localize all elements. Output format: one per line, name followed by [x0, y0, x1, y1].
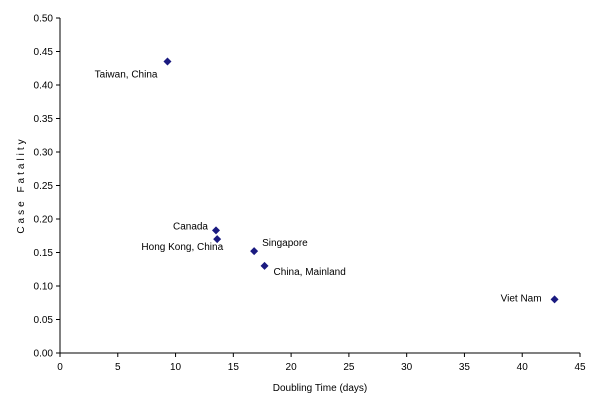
y-tick-label: 0.30: [34, 148, 54, 159]
data-point: [250, 247, 259, 256]
y-tick-label: 0.40: [34, 81, 54, 92]
data-point: [213, 235, 222, 244]
data-point: [163, 57, 172, 66]
point-labels: Taiwan, China Canada Hong Kong, China Singa…: [95, 70, 542, 305]
y-tick-label: 0.00: [34, 349, 54, 360]
point-label: Singapore: [262, 238, 308, 249]
x-tick-label: 40: [517, 362, 529, 373]
data-points: [163, 57, 559, 304]
point-label: China, Mainland: [274, 267, 346, 278]
point-label: Canada: [173, 221, 208, 232]
y-tick-label: 0.35: [34, 114, 54, 125]
y-tick-label: 0.05: [34, 315, 54, 326]
y-tick-label: 0.50: [34, 14, 54, 25]
point-label: Hong Kong, China: [141, 242, 223, 253]
x-axis-title: Doubling Time (days): [273, 383, 367, 394]
y-tick-label: 0.45: [34, 47, 54, 58]
x-tick-label: 20: [286, 362, 298, 373]
y-axis-ticks: 0.00 0.05 0.10 0.15 0.20 0.25 0.30 0.35 0.40 0.45…: [34, 14, 60, 360]
x-tick-label: 15: [228, 362, 240, 373]
point-label: Taiwan, China: [95, 70, 158, 81]
y-tick-label: 0.10: [34, 282, 54, 293]
x-tick-label: 30: [401, 362, 413, 373]
x-tick-label: 10: [170, 362, 182, 373]
data-point: [550, 295, 559, 304]
point-label: Viet Nam: [501, 293, 542, 304]
x-tick-label: 0: [57, 362, 63, 373]
data-point: [260, 261, 269, 270]
y-axis-title: Case Fatality: [16, 136, 27, 233]
data-point: [212, 226, 220, 235]
x-tick-label: 35: [459, 362, 471, 373]
y-tick-label: 0.25: [34, 181, 54, 192]
x-tick-label: 45: [574, 362, 586, 373]
y-tick-label: 0.15: [34, 248, 54, 259]
x-tick-label: 25: [343, 362, 355, 373]
x-axis-ticks: 0 5 10 15 20 25 30 35 40 45: [57, 353, 586, 373]
y-tick-label: 0.20: [34, 215, 54, 226]
x-tick-label: 5: [115, 362, 121, 373]
